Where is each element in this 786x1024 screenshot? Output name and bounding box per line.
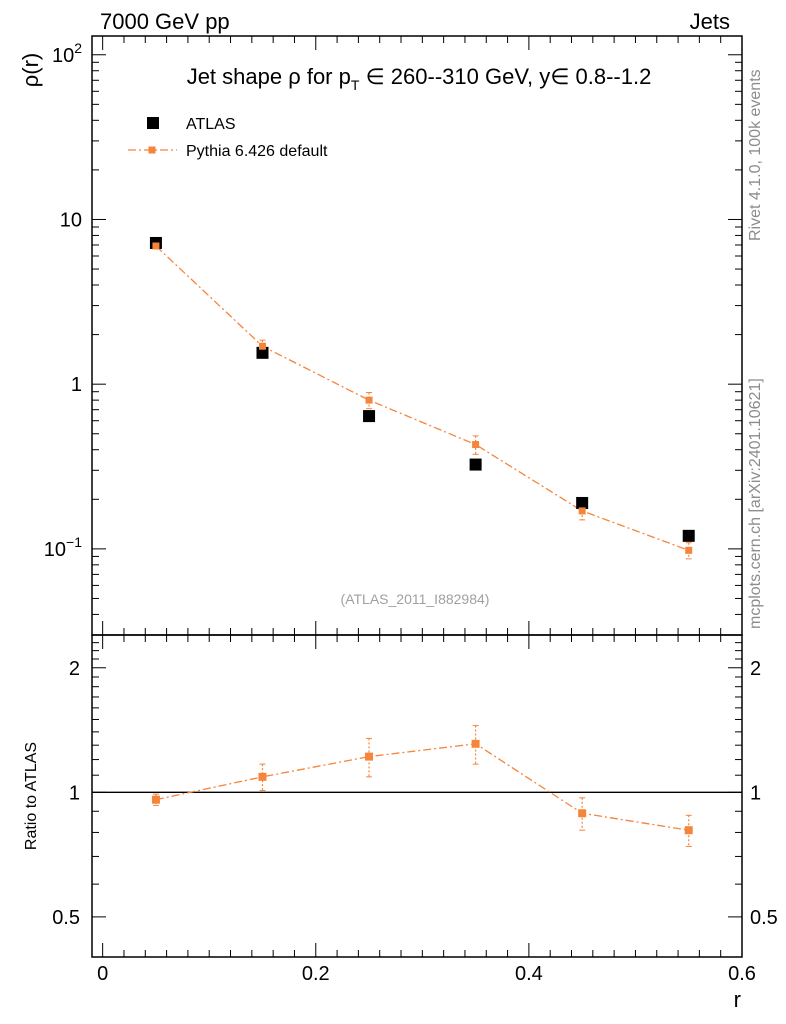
atlas-point	[682, 529, 695, 542]
ratio-y-tick-label: 1	[69, 782, 80, 804]
header-right: Jets	[690, 9, 730, 34]
header-left: 7000 GeV pp	[100, 9, 230, 34]
pythia-point	[472, 441, 480, 449]
x-axis-label: r	[734, 987, 741, 1012]
ratio-series-line	[155, 743, 689, 831]
y-tick-label: 1	[71, 374, 82, 396]
chart-title: Jet shape ρ for pT ∈ 260--310 GeV, y∈ 0.…	[187, 64, 652, 93]
atlas-point	[256, 346, 269, 359]
y-tick-label: 102	[52, 40, 82, 67]
ratio-y-tick-label: 0.5	[52, 907, 80, 929]
legend-label-atlas: ATLAS	[186, 116, 236, 133]
x-tick-label: 0.2	[302, 963, 330, 985]
ratio-y-tick-label-right: 0.5	[750, 907, 778, 929]
ratio-point	[684, 826, 693, 835]
ratio-point	[578, 809, 587, 818]
pythia-point	[152, 242, 160, 250]
atlas-point	[363, 410, 376, 423]
analysis-tag: (ATLAS_2011_I882984)	[341, 591, 490, 607]
ratio-y-axis-label: Ratio to ATLAS	[23, 742, 40, 850]
pythia-point	[258, 342, 266, 350]
ratio-y-tick-label-right: 2	[750, 658, 761, 680]
legend-marker-pythia	[148, 146, 156, 154]
legend-marker-atlas	[147, 117, 159, 129]
atlas-point	[576, 496, 589, 509]
axis-labels: 0 0.2 0.4 0.6 102 10 1 10−1 2 2 1 1 0.5 0.5	[44, 40, 778, 985]
ratio-data-marks	[151, 725, 693, 847]
ratio-point	[258, 772, 267, 781]
rivet-label: Rivet 4.1.0, 100k events	[747, 69, 764, 241]
ratio-point	[365, 752, 374, 761]
main-data-marks	[149, 236, 695, 560]
ratio-plot-frame	[91, 634, 743, 958]
ratio-point	[471, 739, 480, 748]
mcplots-label: mcplots.cern.ch [arXiv:2401.10621]	[747, 378, 764, 629]
ratio-y-tick-label-right: 1	[750, 782, 761, 804]
ratio-point	[151, 795, 160, 804]
legend: ATLAS Pythia 6.426 default	[128, 116, 328, 160]
ratio-axis-ticks	[92, 635, 743, 958]
x-tick-label: 0.4	[515, 963, 543, 985]
x-tick-label: 0	[97, 963, 108, 985]
main-axis-ticks	[92, 36, 743, 636]
y-axis-label: ρ(r)	[18, 53, 43, 88]
pythia-point	[578, 507, 586, 515]
y-tick-label: 10	[60, 209, 82, 231]
ratio-y-tick-label: 2	[69, 658, 80, 680]
y-tick-label: 10−1	[44, 534, 82, 561]
legend-label-pythia: Pythia 6.426 default	[186, 143, 328, 160]
pythia-series-line	[155, 245, 689, 551]
atlas-point	[469, 458, 482, 471]
pythia-point	[685, 546, 693, 554]
x-tick-label: 0.6	[728, 963, 756, 985]
pythia-point	[365, 396, 373, 404]
